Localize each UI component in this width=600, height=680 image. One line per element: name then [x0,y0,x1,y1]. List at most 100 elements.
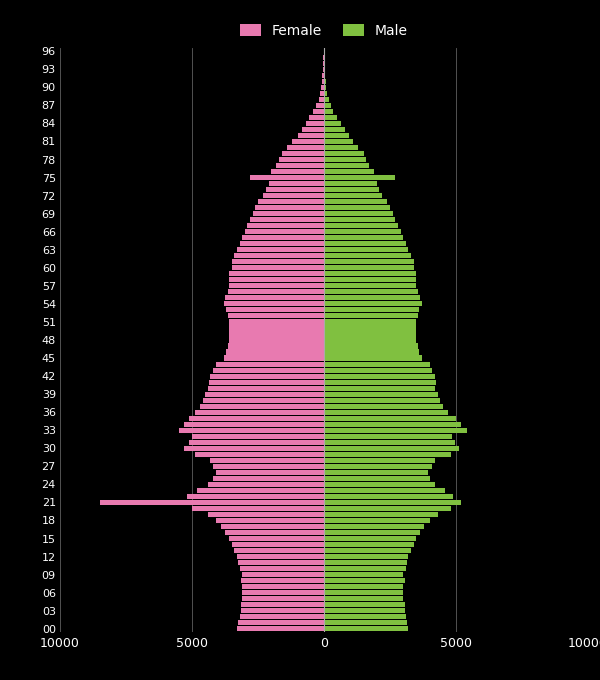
Bar [324,554,409,559]
Bar [225,530,324,535]
Bar [324,578,404,583]
Bar [324,301,422,307]
Bar [324,379,436,385]
Bar [242,572,324,577]
Bar [320,90,324,96]
Bar [324,326,416,330]
Bar [324,536,416,541]
Bar [324,470,428,475]
Bar [310,115,324,120]
Bar [234,253,324,258]
Bar [241,602,324,607]
Bar [229,536,324,541]
Bar [232,265,324,271]
Bar [226,350,324,354]
Bar [324,187,379,192]
Bar [305,121,324,126]
Bar [256,205,324,210]
Bar [324,253,411,258]
Bar [242,584,324,590]
Bar [279,157,324,162]
Bar [192,434,324,439]
Bar [225,295,324,301]
Bar [324,373,435,379]
Bar [250,175,324,180]
Bar [324,259,414,265]
Bar [324,248,409,252]
Bar [216,470,324,475]
Bar [324,506,451,511]
Bar [224,356,324,360]
Bar [208,482,324,487]
Bar [324,428,467,432]
Bar [324,307,419,313]
Bar [238,620,324,626]
Bar [227,289,324,294]
Bar [190,440,324,445]
Bar [313,109,324,114]
Bar [324,289,418,294]
Bar [324,121,341,126]
Legend: Female, Male: Female, Male [236,20,412,41]
Bar [324,566,406,571]
Bar [239,614,324,619]
Bar [324,313,418,318]
Bar [324,109,333,114]
Bar [324,127,345,132]
Bar [324,61,325,66]
Bar [324,90,328,96]
Bar [282,151,324,156]
Bar [324,392,437,396]
Bar [324,133,349,138]
Bar [324,464,432,469]
Bar [322,79,324,84]
Bar [184,445,324,451]
Bar [324,217,395,222]
Bar [232,259,324,265]
Bar [100,500,324,505]
Bar [324,404,443,409]
Bar [324,97,329,102]
Bar [227,343,324,349]
Bar [324,530,421,535]
Bar [247,223,324,228]
Bar [324,500,461,505]
Bar [324,241,406,246]
Bar [205,392,324,396]
Bar [319,97,324,102]
Bar [324,331,416,337]
Bar [324,512,437,517]
Bar [324,211,392,216]
Bar [324,482,435,487]
Bar [213,367,324,373]
Bar [324,235,403,240]
Bar [324,542,414,547]
Bar [324,145,358,150]
Bar [324,409,448,415]
Bar [324,584,403,590]
Bar [234,548,324,553]
Bar [227,313,324,318]
Bar [324,524,424,529]
Bar [324,367,432,373]
Bar [324,398,440,403]
Bar [245,229,324,235]
Bar [324,115,337,120]
Bar [232,542,324,547]
Bar [197,488,324,493]
Bar [324,620,407,626]
Bar [324,518,430,523]
Bar [184,422,324,427]
Bar [324,277,416,282]
Bar [322,73,324,78]
Bar [324,163,369,168]
Bar [242,590,324,595]
Bar [324,175,395,180]
Bar [266,187,324,192]
Bar [237,554,324,559]
Bar [324,458,435,463]
Bar [324,422,461,427]
Bar [190,415,324,421]
Bar [324,445,458,451]
Bar [224,301,324,307]
